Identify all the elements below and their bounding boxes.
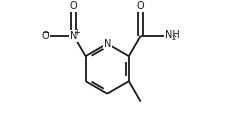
Text: N: N <box>70 31 78 41</box>
Text: O: O <box>42 31 50 41</box>
Text: 2: 2 <box>172 35 176 41</box>
Text: O: O <box>137 1 145 11</box>
Text: +: + <box>73 28 80 37</box>
Text: O: O <box>70 1 78 11</box>
Text: N: N <box>104 39 111 49</box>
Text: NH: NH <box>165 30 180 40</box>
Text: −: − <box>42 28 50 38</box>
